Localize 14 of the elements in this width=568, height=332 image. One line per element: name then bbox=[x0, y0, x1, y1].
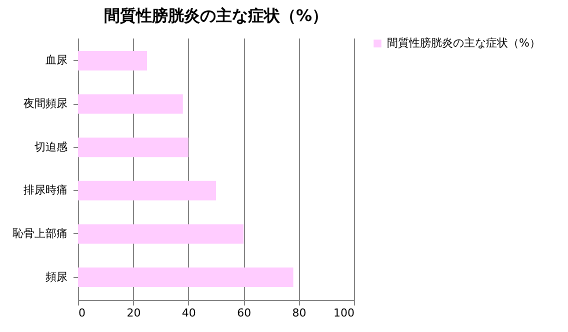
x-tick-label: 40 bbox=[182, 306, 196, 320]
x-tick-label: 100 bbox=[334, 306, 354, 320]
legend-label: 間質性膀胱炎の主な症状（%） bbox=[387, 36, 540, 50]
y-tick-label: 血尿 bbox=[46, 54, 68, 67]
x-tick-label: 80 bbox=[292, 306, 306, 320]
chart-title: 間質性膀胱炎の主な症状（%） bbox=[104, 6, 328, 25]
y-tick-label: 夜間頻尿 bbox=[24, 97, 68, 110]
x-tick-label: 20 bbox=[126, 306, 141, 320]
y-tick-label: 恥骨上部痛 bbox=[12, 226, 68, 240]
y-tick-label: 切迫感 bbox=[34, 140, 68, 154]
x-tick-label: 0 bbox=[78, 306, 86, 320]
x-tick-label: 60 bbox=[237, 306, 252, 320]
y-tick-label: 頻尿 bbox=[46, 270, 68, 284]
y-tick-label: 排尿時痛 bbox=[24, 184, 68, 197]
